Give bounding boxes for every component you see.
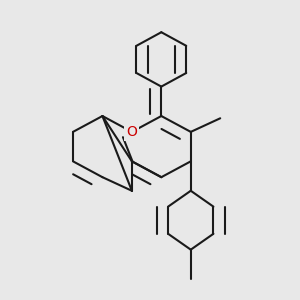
Text: O: O: [126, 125, 137, 139]
